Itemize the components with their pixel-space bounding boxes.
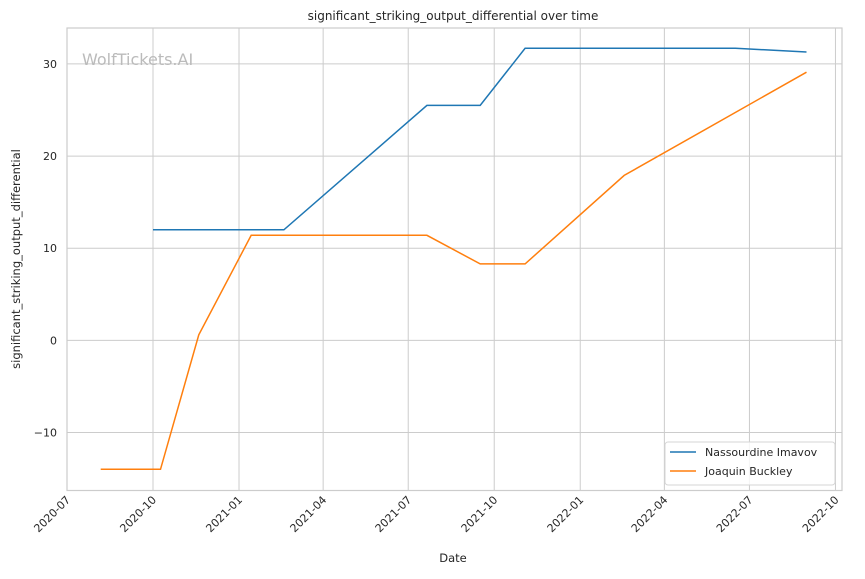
x-tick-label: 2022-04: [629, 493, 671, 535]
x-tick-label: 2022-01: [545, 493, 587, 535]
x-tick-label: 2021-04: [288, 493, 330, 535]
y-tick-label: −10: [34, 426, 57, 439]
x-tick-label: 2022-10: [800, 493, 842, 535]
y-tick-label: 30: [43, 58, 57, 71]
watermark: WolfTickets.AI: [82, 50, 193, 69]
legend: Nassourdine Imavov Joaquin Buckley: [665, 442, 835, 485]
series-line-nassourdine-imavov: [153, 48, 807, 230]
series-lines: [101, 48, 807, 469]
x-tick-label: 2020-07: [31, 493, 73, 535]
y-axis-label: significant_striking_output_differential: [9, 149, 23, 369]
legend-label-joaquin-buckley: Joaquin Buckley: [704, 465, 793, 478]
grid: [67, 28, 842, 491]
y-tick-label: 0: [50, 334, 57, 347]
x-tick-label: 2021-01: [203, 493, 245, 535]
x-tick-label: 2022-07: [714, 493, 756, 535]
x-axis-label: Date: [439, 551, 467, 565]
x-tick-label: 2020-10: [117, 493, 159, 535]
y-tick-label: 10: [43, 242, 57, 255]
plot-area-frame: [67, 28, 842, 491]
x-tick-label: 2021-07: [373, 493, 415, 535]
x-tick-label: 2021-10: [459, 493, 501, 535]
series-line-joaquin-buckley: [101, 72, 807, 469]
y-tick-label: 20: [43, 150, 57, 163]
x-tick-labels: 2020-07 2020-10 2021-01 2021-04 2021-07 2021-…: [31, 493, 841, 535]
chart-title: significant_striking_output_differential…: [308, 9, 599, 23]
y-tick-labels: −10 0 10 20 30: [34, 58, 57, 440]
legend-label-nassourdine-imavov: Nassourdine Imavov: [705, 446, 818, 459]
